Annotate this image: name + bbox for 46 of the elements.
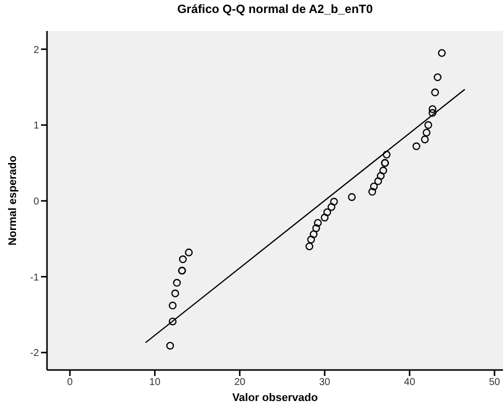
point — [168, 302, 177, 310]
point — [438, 49, 446, 57]
point — [184, 248, 193, 256]
x-tick-label: 50 — [488, 377, 501, 388]
x-tick-label: 20 — [234, 377, 246, 388]
point — [320, 214, 329, 222]
point — [328, 203, 336, 211]
point — [428, 105, 436, 114]
point — [305, 242, 314, 250]
point — [424, 121, 432, 129]
point — [168, 318, 177, 326]
point — [307, 236, 315, 244]
point — [330, 198, 338, 206]
point — [368, 188, 376, 196]
point — [374, 177, 382, 186]
x-tick-label: 0 — [67, 377, 74, 388]
y-tick-label: 1 — [33, 120, 40, 132]
chart-title: Gráfico Q-Q normal de A2_b_enT0 — [176, 2, 374, 16]
point — [434, 73, 442, 82]
point — [173, 278, 181, 287]
point — [314, 218, 322, 227]
point — [166, 342, 174, 350]
point — [376, 172, 385, 180]
point — [420, 136, 429, 144]
x-tick-label: 40 — [404, 377, 416, 388]
y-tick-label: -2 — [30, 348, 40, 360]
point — [312, 224, 320, 232]
point — [310, 230, 318, 238]
point — [428, 109, 436, 117]
x-axis-title: Valor observado — [232, 392, 318, 404]
x-tick-label: 30 — [319, 377, 331, 388]
y-tick-label: -1 — [30, 272, 40, 284]
point — [348, 193, 356, 201]
y-tick-label: 0 — [33, 196, 40, 208]
point — [323, 208, 332, 216]
point — [178, 255, 187, 264]
point — [412, 142, 420, 150]
point — [431, 88, 439, 96]
y-axis-title: Normal esperado — [6, 155, 19, 246]
point — [382, 150, 391, 159]
point — [422, 128, 430, 137]
point — [379, 166, 388, 174]
x-tick-label: 10 — [149, 377, 161, 388]
point — [370, 182, 378, 190]
point — [171, 290, 180, 298]
y-tick-label: 2 — [33, 44, 40, 56]
